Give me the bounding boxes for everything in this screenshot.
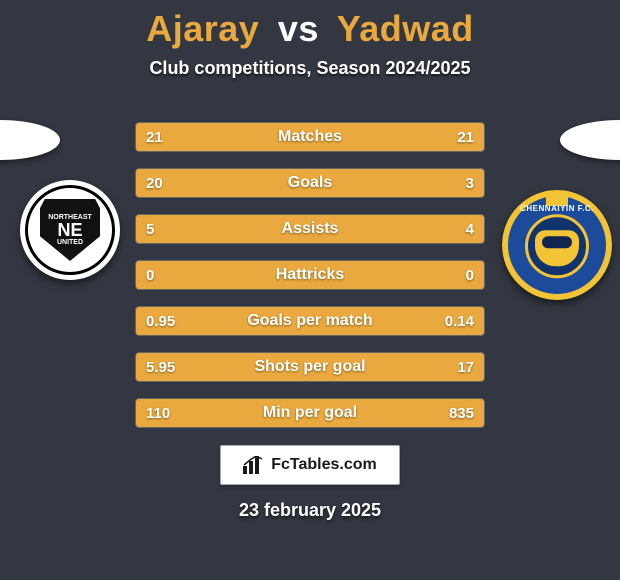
stat-row: Hattricks0 0 [135,260,485,290]
stat-label: Hattricks [136,261,484,289]
stat-value-right: 0.14 [435,307,484,335]
stat-value-right: 21 [447,123,484,151]
stat-value-right: 835 [439,399,484,427]
stat-value-left: 5 [136,215,164,243]
player-oval-right [560,120,620,160]
comparison-arena: NORTHEAST NE UNITED CHENNAIYIN F.C. Matc… [0,110,620,440]
stat-value-left: 0.95 [136,307,185,335]
stat-row: Shots per goal5.95 17 [135,352,485,382]
stat-label: Goals [136,169,484,197]
date-label: 23 february 2025 [0,500,620,521]
stat-value-left: 5.95 [136,353,185,381]
page-title: Ajaray vs Yadwad [0,0,620,50]
chennaiyin-fc-badge-icon: CHENNAIYIN F.C. [502,190,612,300]
stat-label: Assists [136,215,484,243]
club-crest-right: CHENNAIYIN F.C. [502,190,612,300]
stat-row: Goals20 3 [135,168,485,198]
brand-text: FcTables.com [271,456,377,474]
stat-row: Min per goal110 835 [135,398,485,428]
title-left-player: Ajaray [146,8,259,49]
stat-row: Goals per match0.95 0.14 [135,306,485,336]
title-vs: vs [278,8,319,49]
northeast-united-badge-icon: NORTHEAST NE UNITED [25,185,115,275]
stat-value-left: 21 [136,123,173,151]
stat-value-left: 110 [136,399,180,427]
stat-value-left: 0 [136,261,164,289]
crest-left-text-bottom: UNITED [57,239,83,246]
title-right-player: Yadwad [337,8,474,49]
stat-row: Assists5 4 [135,214,485,244]
stat-label: Shots per goal [136,353,484,381]
stat-label: Goals per match [136,307,484,335]
stat-label: Min per goal [136,399,484,427]
stat-value-right: 17 [447,353,484,381]
crest-left-text-main: NE [48,221,92,239]
stats-bars: Matches21 21 Goals20 3 Assists5 4 Hattricks0 0 G… [135,122,485,444]
crest-right-label: CHENNAIYIN F.C. [508,204,606,213]
club-crest-left: NORTHEAST NE UNITED [20,180,120,280]
stat-value-right: 4 [456,215,484,243]
stat-row: Matches21 21 [135,122,485,152]
player-oval-left [0,120,60,160]
stat-value-right: 0 [456,261,484,289]
stat-value-left: 20 [136,169,173,197]
stat-value-right: 3 [456,169,484,197]
bar-chart-icon [243,456,265,474]
subtitle: Club competitions, Season 2024/2025 [0,58,620,79]
brand-badge[interactable]: FcTables.com [220,445,400,485]
stat-label: Matches [136,123,484,151]
